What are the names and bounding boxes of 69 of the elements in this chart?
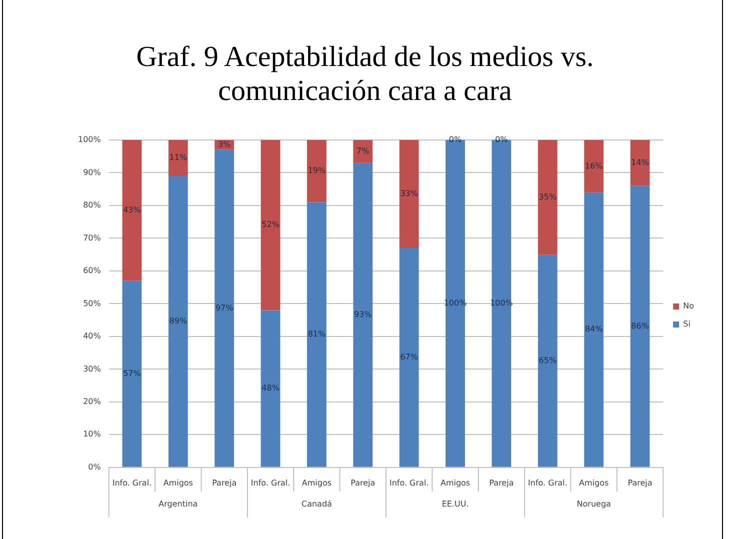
y-tick-label: 0% [88,462,102,472]
bar [168,140,188,176]
data-label: 3% [218,140,232,149]
bar [168,176,188,467]
data-label: 7% [356,146,370,156]
bar [399,140,419,248]
x-tick-label: Pareja [489,478,514,488]
data-label: 89% [169,316,188,326]
x-tick-label: Amigos [302,478,332,488]
data-label: 43% [123,205,142,214]
bar [307,202,326,467]
data-label: 86% [631,321,650,330]
x-tick-label: Info. Gral. [389,478,429,488]
y-tick-label: 10% [83,430,102,439]
bar [584,140,604,192]
x-tick-label: Amigos [440,478,470,488]
y-tick-label: 100% [78,135,102,144]
bar [353,162,373,467]
bar [630,140,650,186]
data-label: 11% [169,153,188,162]
data-label: 67% [400,352,418,362]
text: Canadá [301,499,332,508]
data-label: 84% [584,324,604,334]
data-label: 52% [262,220,280,230]
data-label: 93% [354,310,372,319]
bar [260,310,280,467]
bar [630,186,650,467]
legend-label: Si [683,320,690,329]
x-tick-label: Info. Gral. [250,478,290,488]
x-tick-label: Amigos [163,478,193,488]
x-tick-label: Amigos [579,478,609,488]
bar [122,140,142,281]
data-label: 19% [308,166,326,176]
x-tick-label: Pareja [350,478,376,488]
bar [399,248,419,467]
data-label: 16% [584,161,604,170]
y-tick-label: 30% [83,364,102,374]
data-label: 35% [538,192,557,202]
y-tick-label: 70% [83,233,102,242]
bar [307,140,326,202]
x-tick-label: Info. Gral. [112,478,152,488]
text: Noruega [576,499,612,508]
text: EE.UU. [442,499,469,508]
bar [214,150,234,467]
bar [353,140,373,163]
data-label: 81% [308,330,326,339]
data-label: 65% [538,356,557,365]
bar [260,140,280,310]
x-tick-label: Info. Gral. [528,478,568,488]
y-tick-label: 40% [83,332,102,341]
text: Argentina [158,499,198,508]
bar [538,140,558,255]
bar [584,192,604,467]
legend-label: No [683,302,694,311]
y-tick-label: 80% [83,200,102,210]
data-label: 48% [262,384,280,393]
chart-title: Graf. 9 Aceptabilidad de los medios vs. comunicación cara a cara [135,40,595,108]
bar [538,254,558,467]
data-label: 14% [631,158,650,167]
data-label: 33% [400,189,418,198]
y-tick-label: 20% [83,397,102,406]
bar [122,280,142,467]
x-tick-label: Pareja [212,478,237,488]
y-tick-label: 90% [83,168,102,177]
data-label: 57% [123,368,142,378]
data-label: 97% [215,303,234,312]
x-tick-label: Pareja [628,478,652,488]
y-tick-label: 50% [83,298,102,308]
y-tick-label: 60% [83,266,102,276]
